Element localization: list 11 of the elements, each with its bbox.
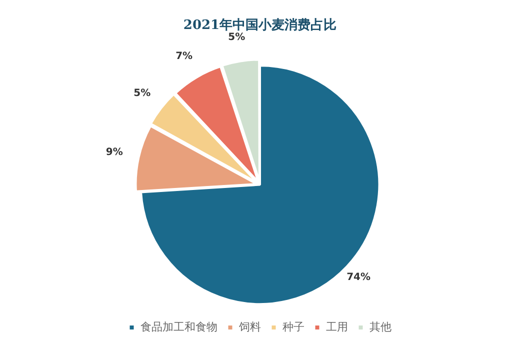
chart-title: 2021年中国小麦消费占比 — [183, 18, 337, 34]
data-label: 9% — [106, 146, 123, 158]
data-label: 5% — [228, 32, 246, 44]
legend-label: 其他 — [369, 320, 392, 334]
legend-label: 种子 — [282, 320, 304, 334]
data-label: 5% — [134, 88, 151, 99]
legend-label: 饲料 — [238, 320, 261, 334]
data-label: 74% — [346, 272, 371, 283]
data-label: 7% — [176, 50, 193, 62]
legend-label: 工用 — [326, 320, 348, 334]
legend-label: 食品加工和食物 — [140, 320, 218, 334]
